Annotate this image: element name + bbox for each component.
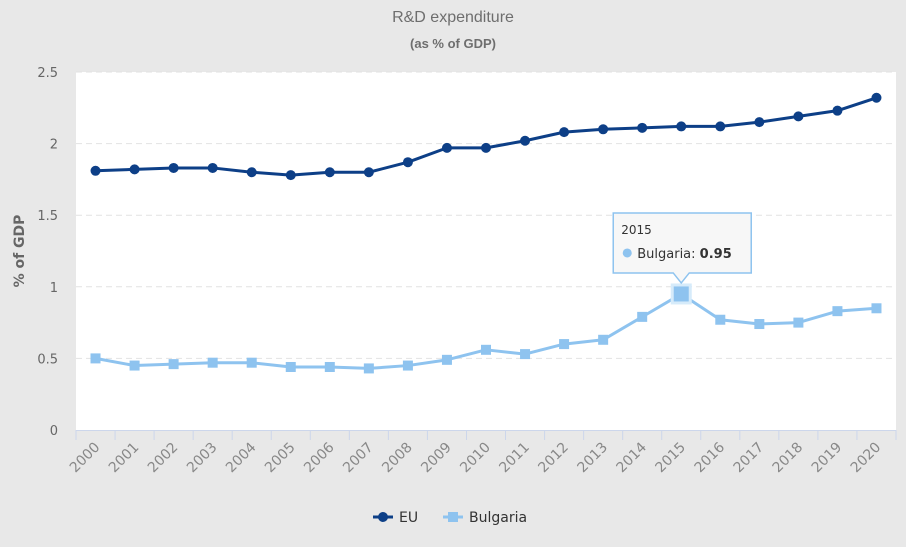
data-point[interactable] <box>520 135 531 146</box>
data-point[interactable] <box>754 117 765 128</box>
x-tick-label: 2018 <box>770 440 807 477</box>
x-tick-label: 2003 <box>184 440 221 477</box>
x-tick-label: 2020 <box>848 440 885 477</box>
legend-marker <box>378 512 388 522</box>
data-point[interactable] <box>363 167 374 178</box>
data-point[interactable] <box>129 360 140 371</box>
data-point[interactable] <box>832 306 843 317</box>
y-axis-ticks: 0 0.5 1 1.5 2 2.5 <box>37 66 58 439</box>
x-tick-label: 2016 <box>692 439 729 476</box>
x-tick-label: 2013 <box>574 440 611 477</box>
data-point[interactable] <box>793 317 804 328</box>
legend-item-eu[interactable]: EU <box>373 510 418 526</box>
data-point[interactable] <box>715 121 726 132</box>
legend-marker <box>448 512 458 522</box>
data-point[interactable] <box>207 162 218 173</box>
chart-title: R&D expenditure <box>392 9 514 26</box>
data-point[interactable] <box>90 165 101 176</box>
legend-label[interactable]: Bulgaria <box>469 510 527 526</box>
data-point[interactable] <box>520 349 531 360</box>
data-point[interactable] <box>90 353 101 364</box>
x-tick-label: 2012 <box>535 440 572 477</box>
tooltip-series-label: Bulgaria: <box>637 247 699 262</box>
x-tick-label: 2006 <box>301 439 338 476</box>
tooltip-text: Bulgaria: 0.95 <box>637 247 732 262</box>
y-tick-label: 2 <box>50 138 58 153</box>
data-point[interactable] <box>246 167 257 178</box>
y-tick-label: 0.5 <box>37 352 58 367</box>
x-tick-label: 2001 <box>106 440 143 477</box>
x-tick-label: 2004 <box>223 439 260 476</box>
x-tick-label: 2014 <box>614 439 651 476</box>
data-point[interactable] <box>559 127 570 138</box>
data-point[interactable] <box>715 314 726 325</box>
y-tick-label: 0 <box>50 424 58 439</box>
data-point[interactable] <box>324 167 335 178</box>
data-point[interactable] <box>481 142 491 153</box>
data-point[interactable] <box>598 334 609 345</box>
x-tick-label: 2000 <box>67 440 104 477</box>
data-point[interactable] <box>441 142 452 153</box>
data-point[interactable] <box>168 162 179 173</box>
data-point[interactable] <box>637 122 648 133</box>
data-point[interactable] <box>793 111 804 122</box>
y-tick-label: 1.5 <box>37 209 58 224</box>
hover-point[interactable] <box>670 283 692 305</box>
tooltip-series-dot <box>622 248 632 258</box>
x-tick-label: 2009 <box>418 440 455 477</box>
x-tick-label: 2005 <box>262 440 299 477</box>
x-tick-label: 2019 <box>809 440 846 477</box>
data-point[interactable] <box>285 170 296 181</box>
data-point[interactable] <box>285 361 296 372</box>
plot-area <box>76 72 896 430</box>
legend-label[interactable]: EU <box>399 510 418 526</box>
x-tick-label: 2011 <box>496 440 533 477</box>
data-point[interactable] <box>324 361 335 372</box>
x-tick-label: 2015 <box>653 440 690 477</box>
data-point[interactable] <box>871 303 882 314</box>
tooltip: 2015 Bulgaria: 0.95 <box>612 212 752 305</box>
data-point[interactable] <box>207 357 218 368</box>
tooltip-year: 2015 <box>621 223 652 237</box>
series-layer <box>90 92 882 374</box>
data-point[interactable] <box>402 157 413 168</box>
y-axis-label: % of GDP <box>12 215 28 288</box>
tooltip-value: 0.95 <box>700 247 732 262</box>
x-axis: 2000 2001 2002 2003 2004 2005 2006 2007 2008 2009… <box>67 430 897 477</box>
legend-item-bulgaria[interactable]: Bulgaria <box>443 510 527 526</box>
data-point[interactable] <box>168 359 179 370</box>
series-bulgaria <box>90 288 882 374</box>
data-point[interactable] <box>871 92 882 103</box>
x-tick-label: 2002 <box>145 440 182 477</box>
y-tick-label: 1 <box>50 281 58 296</box>
data-point[interactable] <box>129 164 140 175</box>
data-point[interactable] <box>637 311 648 322</box>
legend[interactable]: EU Bulgaria <box>373 510 527 526</box>
data-point[interactable] <box>832 105 843 116</box>
data-point[interactable] <box>246 357 257 368</box>
tooltip-box <box>612 212 752 285</box>
x-tick-label: 2010 <box>457 440 494 477</box>
data-point[interactable] <box>754 319 765 330</box>
data-point[interactable] <box>481 344 491 355</box>
data-point[interactable] <box>676 121 687 132</box>
x-tick-label: 2008 <box>379 440 416 477</box>
data-point[interactable] <box>559 339 570 350</box>
x-tick-label: 2017 <box>731 440 768 477</box>
data-point[interactable] <box>441 354 452 365</box>
data-point[interactable] <box>598 124 609 135</box>
y-tick-label: 2.5 <box>37 66 58 81</box>
data-point[interactable] <box>402 360 413 371</box>
x-tick-label: 2007 <box>340 440 377 477</box>
chart-subtitle: (as % of GDP) <box>410 36 496 51</box>
series-eu <box>90 92 882 181</box>
data-point[interactable] <box>363 363 374 374</box>
